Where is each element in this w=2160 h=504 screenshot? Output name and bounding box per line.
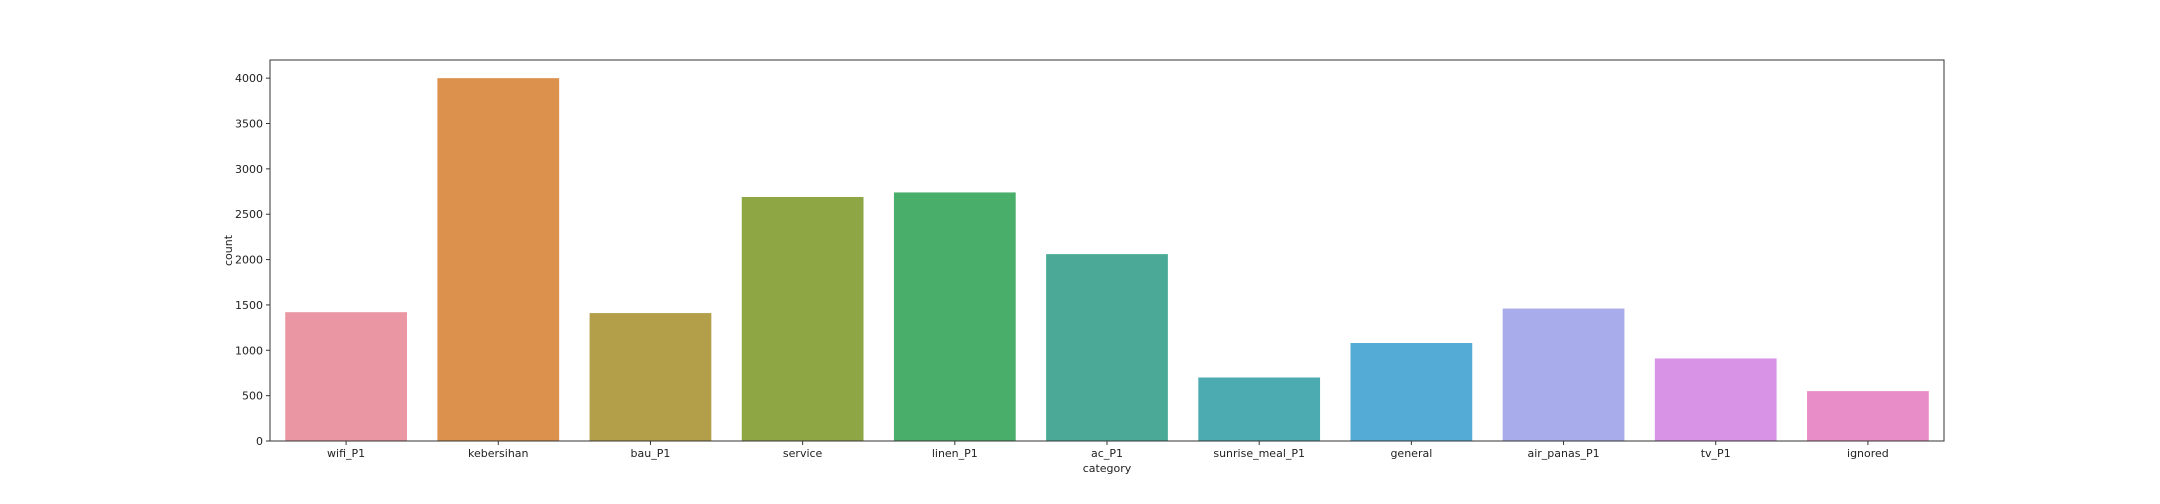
y-axis-label: count xyxy=(222,234,235,266)
y-tick-label: 4000 xyxy=(235,72,263,85)
bar-air_panas_P1 xyxy=(1502,308,1625,441)
x-tick-label: tv_P1 xyxy=(1701,447,1731,460)
bar-general xyxy=(1350,343,1473,441)
x-axis-label: category xyxy=(1083,462,1132,475)
y-tick-label: 3500 xyxy=(235,118,263,131)
y-axis-ticks: 0 500 1000 1500 2000 2500 3000 3500 4000 xyxy=(235,72,270,448)
y-tick-label: 2000 xyxy=(235,254,263,267)
bar-sunrise_meal_P1 xyxy=(1198,377,1321,441)
x-tick-label: air_panas_P1 xyxy=(1527,447,1599,460)
x-tick-label: general xyxy=(1390,447,1432,460)
bar-kebersihan xyxy=(437,78,560,441)
x-tick-label: service xyxy=(783,447,823,460)
y-tick-label: 0 xyxy=(256,435,263,448)
bar-ac_P1 xyxy=(1046,254,1168,441)
bar-tv_P1 xyxy=(1654,358,1777,441)
x-tick-label: linen_P1 xyxy=(932,447,978,460)
x-tick-label: kebersihan xyxy=(468,447,529,460)
bar-bau_P1 xyxy=(589,313,712,441)
bar-linen_P1 xyxy=(893,192,1016,441)
x-tick-label: ac_P1 xyxy=(1091,447,1123,460)
plot-frame xyxy=(269,59,1945,442)
bar-ignored xyxy=(1807,391,1929,441)
bar-wifi_P1 xyxy=(285,312,407,441)
x-tick-label: bau_P1 xyxy=(631,447,671,460)
bars-group xyxy=(285,78,1929,441)
x-tick-label: sunrise_meal_P1 xyxy=(1213,447,1305,460)
y-tick-label: 2500 xyxy=(235,208,263,221)
y-tick-label: 500 xyxy=(242,390,263,403)
x-tick-label: ignored xyxy=(1847,447,1889,460)
x-axis-ticks: wifi_P1 kebersihan bau_P1 service linen_P1 ac… xyxy=(327,441,1889,460)
y-tick-label: 1500 xyxy=(235,299,263,312)
x-tick-label: wifi_P1 xyxy=(327,447,365,460)
y-tick-label: 3000 xyxy=(235,163,263,176)
bar-service xyxy=(741,196,864,441)
y-tick-label: 1000 xyxy=(235,344,263,357)
